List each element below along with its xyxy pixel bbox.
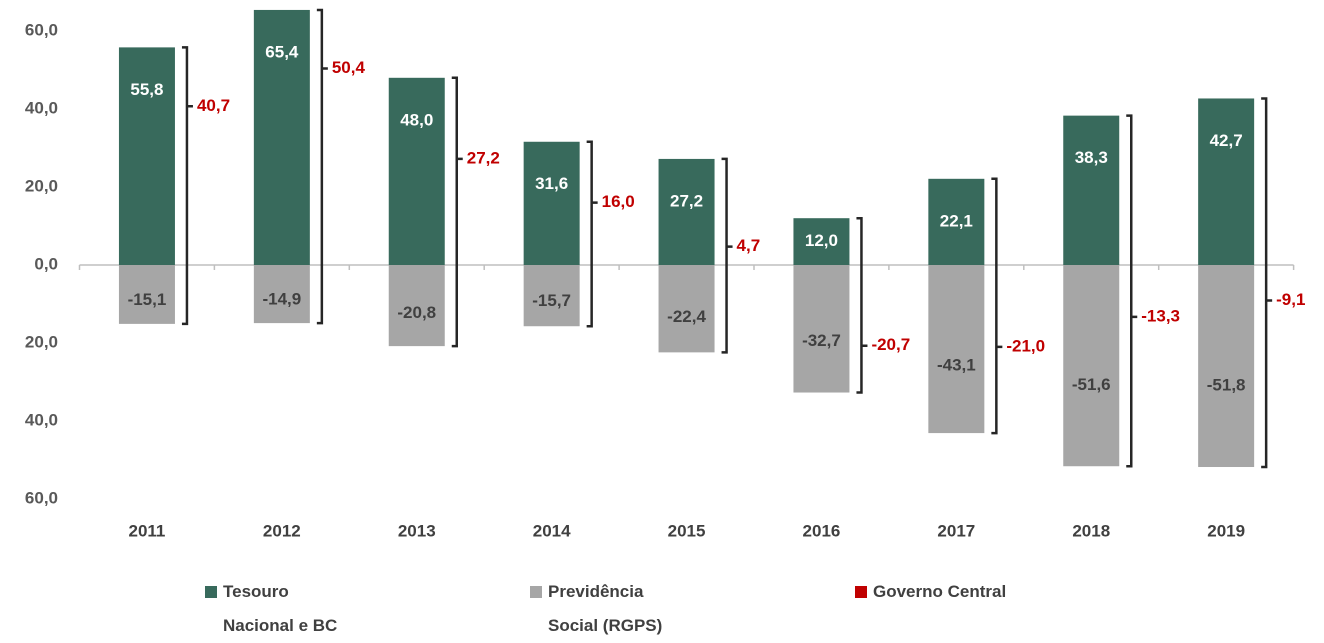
- bar: [793, 218, 850, 265]
- value-label: 55,8: [130, 80, 163, 99]
- y-tick-label: 60,0: [25, 488, 58, 507]
- bracket: [991, 177, 1003, 435]
- value-label: 16,0: [602, 192, 635, 211]
- bracket: [1126, 114, 1138, 468]
- bracket: [181, 46, 193, 326]
- value-label: 40,7: [197, 96, 230, 115]
- value-label: -14,9: [262, 289, 301, 308]
- bar: [118, 265, 175, 324]
- bar: [928, 178, 985, 265]
- y-tick-label: 40,0: [25, 98, 58, 117]
- value-label: 50,4: [332, 58, 366, 77]
- value-label: -20,8: [397, 303, 436, 322]
- bar: [523, 265, 580, 327]
- bar: [1198, 98, 1255, 265]
- legend-label: Governo Central: [873, 582, 1007, 601]
- bar: [658, 265, 715, 353]
- legend-swatch: [530, 586, 542, 598]
- x-tick-label: 2017: [937, 521, 975, 540]
- x-tick-label: 2012: [263, 521, 301, 540]
- x-tick-label: 2018: [1072, 521, 1110, 540]
- value-label: -21,0: [1006, 336, 1045, 355]
- value-label: 22,1: [940, 211, 973, 230]
- bar: [793, 265, 850, 393]
- legend-label: Previdência Social (RGPS): [548, 582, 663, 635]
- value-label: 27,2: [670, 191, 703, 210]
- value-label: -22,4: [667, 307, 706, 326]
- value-label: 65,4: [265, 42, 299, 61]
- x-tick-label: 2011: [129, 521, 166, 540]
- y-tick-label: 20,0: [25, 332, 58, 351]
- bar: [658, 158, 715, 265]
- chart: 60,0 40,0 20,0 0,0 20,0 40,0 60,0 2011 55,8 -15,1…: [25, 8, 1305, 540]
- value-label: -43,1: [937, 355, 976, 374]
- x-tick-label: 2019: [1207, 521, 1245, 540]
- value-label: -51,6: [1072, 375, 1111, 394]
- value-label: 42,7: [1210, 131, 1243, 150]
- legend-item: Tesouro Nacional e BC: [205, 575, 355, 643]
- bar: [1063, 115, 1120, 265]
- bracket: [1261, 97, 1273, 469]
- bar: [388, 265, 445, 347]
- bar: [388, 77, 445, 265]
- bracket: [721, 157, 733, 354]
- value-label: 38,3: [1075, 148, 1108, 167]
- bar: [1198, 265, 1255, 468]
- x-tick-label: 2015: [668, 521, 706, 540]
- bar: [1063, 265, 1120, 467]
- value-label: -32,7: [802, 331, 841, 350]
- value-label: 31,6: [535, 174, 568, 193]
- y-tick-label: 0,0: [34, 254, 58, 273]
- y-tick-label: 60,0: [25, 20, 58, 39]
- value-label: 48,0: [400, 110, 433, 129]
- bracket: [451, 76, 463, 348]
- y-tick-label: 40,0: [25, 410, 58, 429]
- bracket: [316, 8, 328, 325]
- bracket: [856, 216, 868, 394]
- bar: [253, 9, 310, 265]
- x-tick-label: 2014: [533, 521, 571, 540]
- legend-item: Previdência Social (RGPS): [530, 575, 680, 643]
- value-label: -51,8: [1207, 375, 1246, 394]
- legend-swatch: [855, 586, 867, 598]
- bracket: [586, 140, 598, 328]
- y-tick-label: 20,0: [25, 176, 58, 195]
- legend-item: Governo Central: [855, 575, 1075, 609]
- legend-label: Tesouro Nacional e BC: [223, 582, 338, 635]
- bar: [118, 47, 175, 265]
- value-label: 12,0: [805, 231, 838, 250]
- legend-swatch: [205, 586, 217, 598]
- x-tick-label: 2013: [398, 521, 436, 540]
- value-label: -20,7: [871, 335, 910, 354]
- value-label: -15,7: [532, 291, 571, 310]
- value-label: -9,1: [1276, 290, 1305, 309]
- x-tick-label: 2016: [803, 521, 841, 540]
- value-label: -13,3: [1141, 306, 1180, 325]
- value-label: -15,1: [128, 290, 167, 309]
- bar: [253, 265, 310, 324]
- value-label: 4,7: [737, 236, 761, 255]
- value-label: 27,2: [467, 148, 500, 167]
- bar: [523, 141, 580, 265]
- bar: [928, 265, 985, 434]
